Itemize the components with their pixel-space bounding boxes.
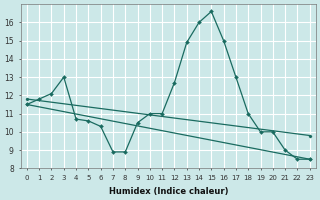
X-axis label: Humidex (Indice chaleur): Humidex (Indice chaleur) (108, 187, 228, 196)
